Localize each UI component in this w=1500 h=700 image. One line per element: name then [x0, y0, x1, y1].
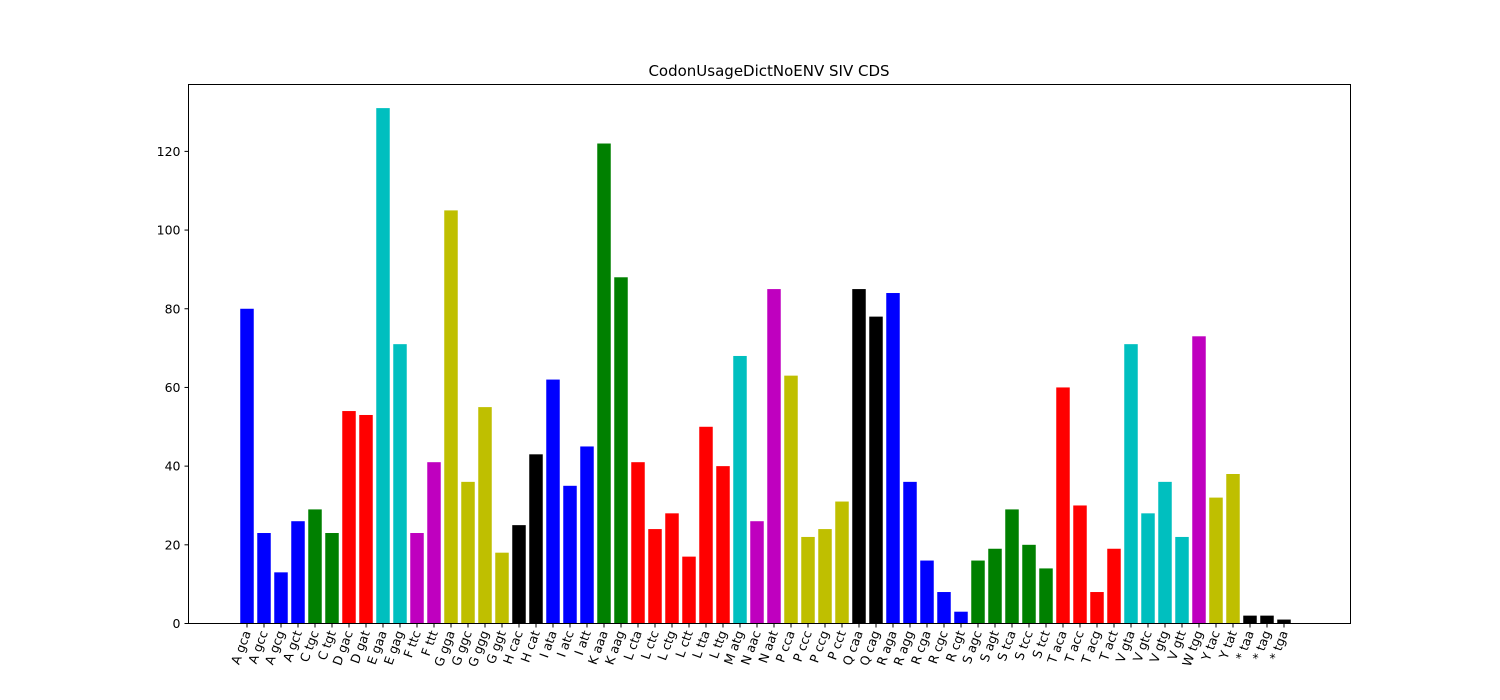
bars-group: [240, 108, 1291, 624]
bar-3: [291, 521, 305, 624]
bar-12: [444, 210, 458, 624]
bar-38: [886, 293, 900, 624]
bar-41: [937, 592, 951, 624]
chart-title: CodonUsageDictNoENV SIV CDS: [648, 62, 889, 80]
bar-21: [597, 143, 611, 624]
bar-25: [665, 513, 679, 624]
bar-60: [1260, 615, 1274, 624]
bar-42: [954, 611, 968, 624]
bar-1: [257, 533, 271, 624]
bar-11: [427, 462, 441, 624]
y-axis: 0 20 40 60 80 100 120: [157, 144, 189, 631]
bar-44: [988, 548, 1002, 624]
bar-9: [393, 344, 407, 624]
bar-20: [580, 446, 594, 624]
bar-29: [733, 355, 747, 624]
y-tick-label-2: 40: [165, 459, 181, 474]
bar-33: [801, 536, 815, 624]
bar-22: [614, 277, 628, 624]
bar-45: [1005, 509, 1019, 624]
bar-49: [1073, 505, 1087, 624]
y-tick-label-4: 80: [165, 301, 181, 316]
bar-40: [920, 560, 934, 624]
bar-31: [767, 289, 781, 624]
bar-7: [359, 414, 373, 624]
bar-61: [1277, 619, 1291, 624]
bar-54: [1158, 481, 1172, 624]
bar-55: [1175, 536, 1189, 624]
bar-2: [274, 572, 288, 624]
bar-13: [461, 481, 475, 624]
bar-8: [376, 108, 390, 624]
bar-27: [699, 426, 713, 624]
bar-15: [495, 552, 509, 624]
y-tick-label-3: 60: [165, 380, 181, 395]
bar-47: [1039, 568, 1053, 624]
bar-32: [784, 375, 798, 624]
bar-18: [546, 379, 560, 624]
bar-48: [1056, 387, 1070, 624]
plot-frame: [188, 84, 1351, 624]
bar-43: [971, 560, 985, 624]
bar-35: [835, 501, 849, 624]
bar-36: [852, 289, 866, 624]
bar-34: [818, 529, 832, 624]
y-tick-label-5: 100: [157, 223, 181, 238]
bar-37: [869, 316, 883, 624]
bar-56: [1192, 336, 1206, 624]
bar-23: [631, 462, 645, 624]
bar-59: [1243, 615, 1257, 624]
y-tick-label-0: 0: [173, 616, 181, 631]
bar-16: [512, 525, 526, 624]
bar-30: [750, 521, 764, 624]
bar-17: [529, 454, 543, 624]
bar-14: [478, 407, 492, 624]
bar-0: [240, 308, 254, 624]
bar-24: [648, 529, 662, 624]
bar-46: [1022, 544, 1036, 624]
y-tick-label-6: 120: [157, 144, 181, 159]
bar-10: [410, 533, 424, 624]
bar-4: [308, 509, 322, 624]
y-tick-label-1: 20: [165, 537, 181, 552]
bar-50: [1090, 592, 1104, 624]
bar-52: [1124, 344, 1138, 624]
bar-58: [1226, 474, 1240, 624]
bar-51: [1107, 548, 1121, 624]
bar-26: [682, 556, 696, 624]
bar-19: [563, 485, 577, 624]
bar-39: [903, 481, 917, 624]
bar-57: [1209, 497, 1223, 624]
bar-53: [1141, 513, 1155, 624]
bar-5: [325, 533, 339, 624]
bar-6: [342, 411, 356, 624]
bar-28: [716, 466, 730, 624]
